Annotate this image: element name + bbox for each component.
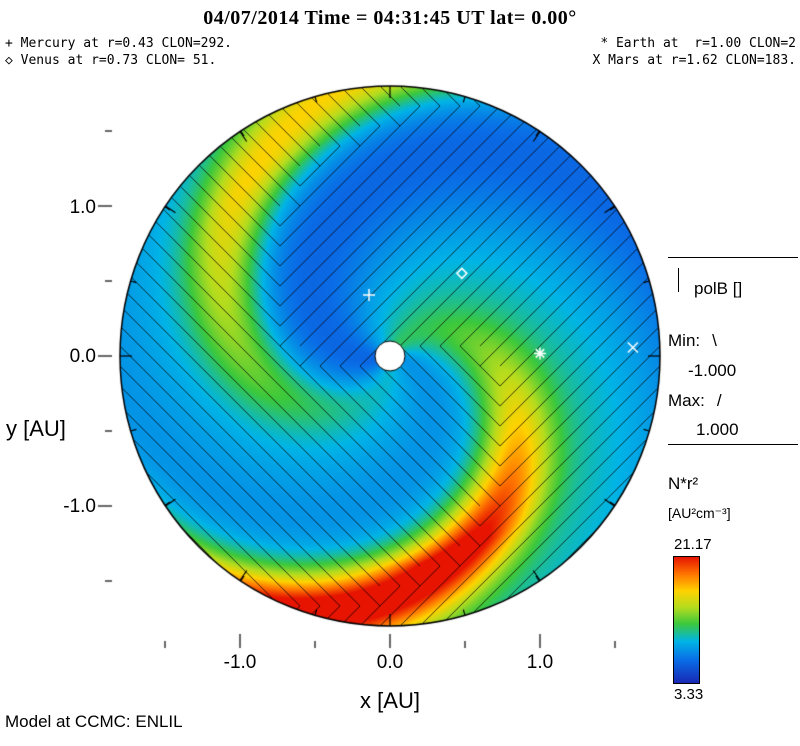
x-tick-label: 0.0: [376, 652, 404, 673]
legend-divider: [668, 257, 798, 258]
venus-annotation: ◇ Venus at r=0.73 CLON= 51.: [5, 53, 217, 68]
polb-max-label: Max:: [668, 391, 705, 410]
colorbar-units-label: [AU²cm⁻³]: [668, 505, 731, 521]
legend-tick-mark: [678, 268, 679, 292]
negative-polarity-hatch-icon: \: [712, 331, 717, 350]
x-tick-label: 1.0: [526, 652, 554, 673]
polb-min-row: Min: \: [668, 331, 717, 351]
colorbar-quantity-label: N*r²: [668, 474, 699, 493]
colorbar-gradient: [673, 556, 700, 684]
y-tick-label: 1.0: [69, 197, 96, 218]
x-tick-label: -1.0: [223, 652, 257, 673]
mars-annotation: X Mars at r=1.62 CLON=183.: [592, 53, 797, 68]
mercury-annotation: + Mercury at r=0.43 CLON=292.: [5, 36, 232, 51]
y-axis-label: y [AU]: [6, 416, 66, 441]
polb-max-value: 1.000: [696, 420, 739, 439]
polb-legend-title: polB []: [694, 279, 743, 298]
y-tick-label: -1.0: [63, 496, 96, 517]
colorbar-min-value: 3.33: [674, 686, 704, 703]
y-tick-label: 0.0: [69, 346, 96, 367]
x-axis-label: x [AU]: [360, 688, 420, 713]
earth-annotation: * Earth at r=1.00 CLON=2: [600, 36, 796, 51]
polb-min-value: -1.000: [688, 361, 737, 380]
model-credit: Model at CCMC: ENLIL: [5, 712, 183, 731]
legend-divider: [668, 444, 798, 445]
polb-max-row: Max: /: [668, 391, 722, 411]
colorbar-max-value: 21.17: [674, 536, 712, 553]
positive-polarity-hatch-icon: /: [716, 391, 722, 410]
plot-title: 04/07/2014 Time = 04:31:45 UT lat= 0.00°: [203, 7, 577, 29]
polb-min-label: Min:: [668, 331, 701, 350]
